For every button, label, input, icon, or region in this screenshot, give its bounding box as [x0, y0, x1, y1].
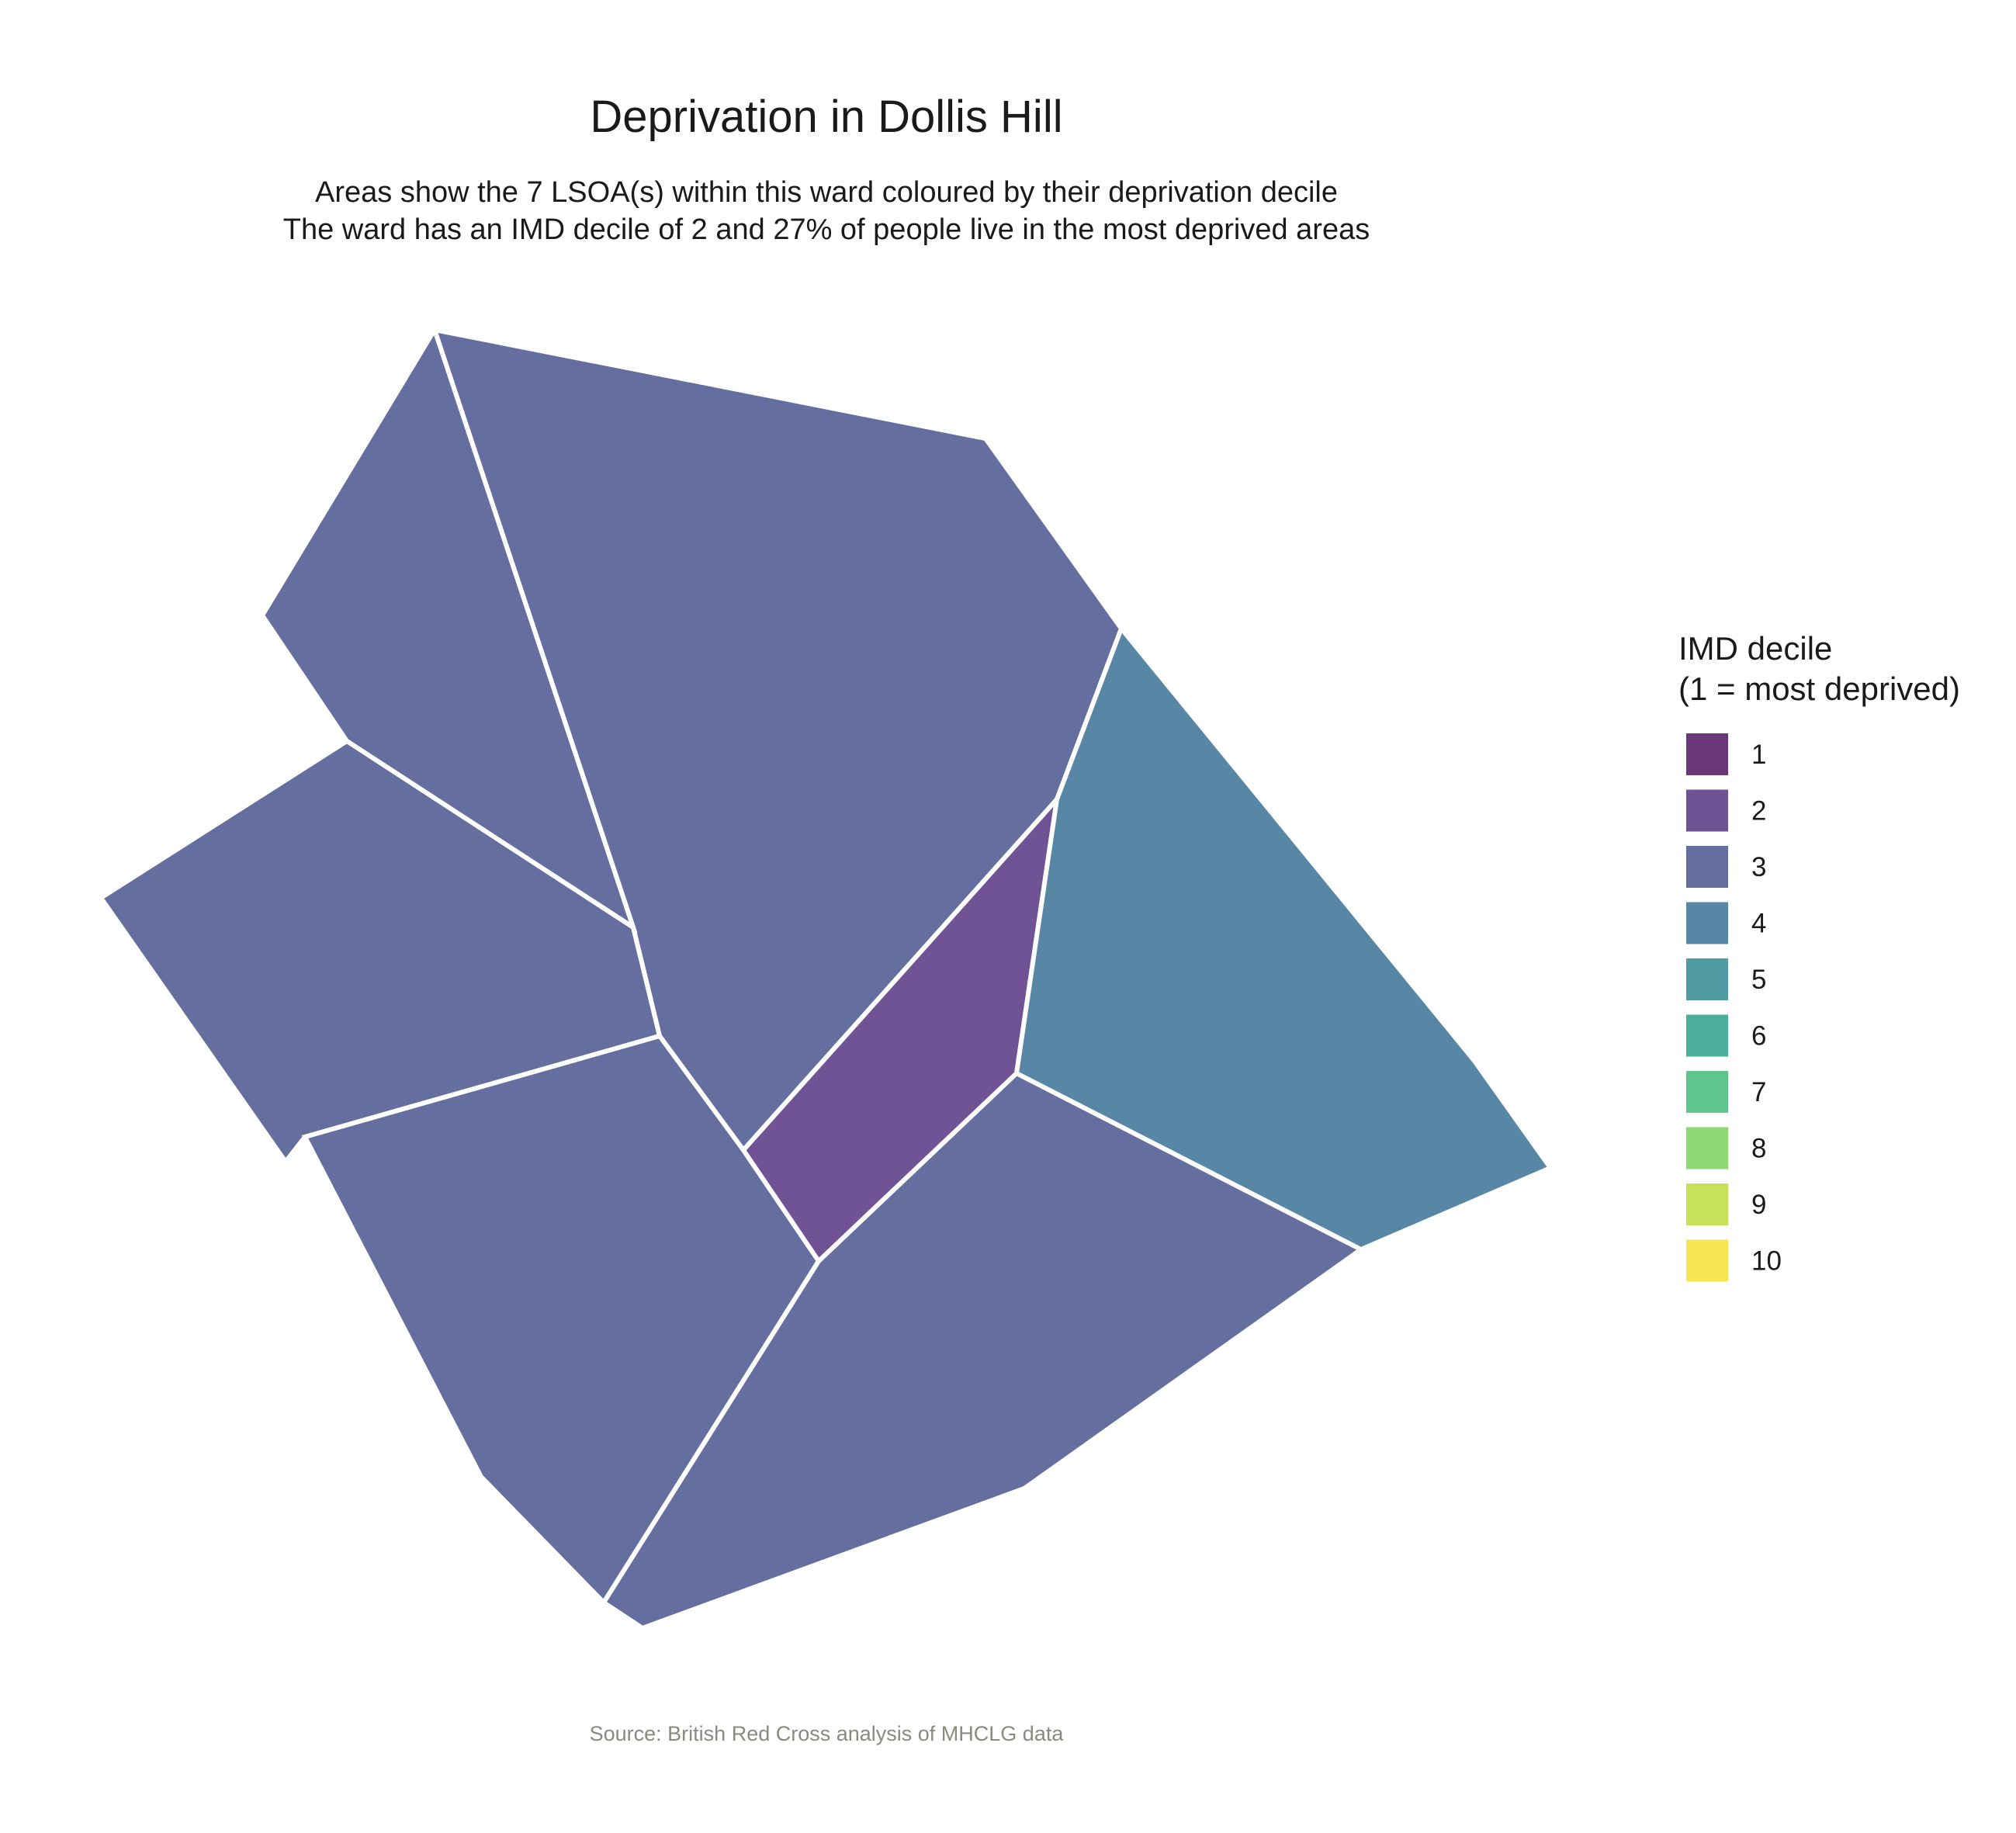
- legend-key-2: [1686, 789, 1728, 832]
- legend-label-6: 6: [1751, 1021, 1766, 1052]
- legend-label-1: 1: [1751, 740, 1766, 770]
- legend-label-4: 4: [1751, 909, 1766, 939]
- legend-key-3: [1686, 846, 1728, 888]
- chart-subtitle-line2: The ward has an IMD decile of 2 and 27% …: [283, 213, 1370, 246]
- legend: IMD decile (1 = most deprived) 1 2 3 4 5 6 7 8 9…: [1678, 630, 1960, 1282]
- chart-subtitle-line1: Areas show the 7 LSOA(s) within this war…: [315, 176, 1338, 209]
- legend-title-line2: (1 = most deprived): [1678, 670, 1960, 707]
- legend-title-line1: IMD decile: [1678, 630, 1832, 667]
- legend-key-10: [1686, 1239, 1728, 1282]
- legend-items: 1 2 3 4 5 6 7 8 9 10: [1686, 733, 1782, 1282]
- legend-key-7: [1686, 1071, 1728, 1113]
- lsoa-areas: [97, 324, 1554, 1631]
- legend-label-10: 10: [1751, 1246, 1782, 1277]
- legend-key-5: [1686, 958, 1728, 1000]
- legend-label-9: 9: [1751, 1190, 1766, 1220]
- legend-label-3: 3: [1751, 852, 1766, 882]
- legend-key-9: [1686, 1183, 1728, 1225]
- source-caption: Source: British Red Cross analysis of MH…: [590, 1722, 1065, 1745]
- legend-key-1: [1686, 733, 1728, 775]
- legend-key-4: [1686, 902, 1728, 944]
- legend-label-7: 7: [1751, 1077, 1766, 1107]
- legend-key-8: [1686, 1127, 1728, 1169]
- lsoa-area-east[interactable]: [1013, 624, 1554, 1253]
- legend-key-6: [1686, 1014, 1728, 1057]
- legend-label-5: 5: [1751, 965, 1766, 995]
- legend-label-8: 8: [1751, 1134, 1766, 1164]
- legend-label-2: 2: [1751, 796, 1766, 826]
- chart-title: Deprivation in Dollis Hill: [590, 92, 1062, 142]
